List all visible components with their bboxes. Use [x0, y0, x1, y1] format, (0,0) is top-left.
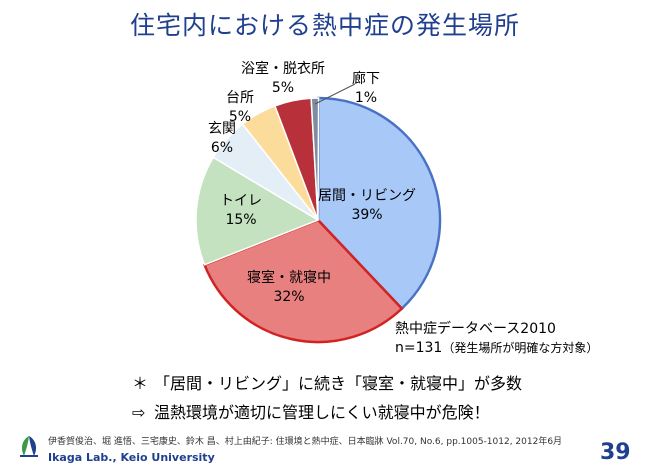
- note-n: n=131: [395, 340, 443, 356]
- slice-percent: 5%: [229, 109, 251, 125]
- slice-percent: 5%: [272, 80, 294, 96]
- pie-slice: [202, 218, 404, 344]
- lab-logo-icon: [20, 436, 38, 457]
- slice-percent: 39%: [351, 207, 382, 223]
- slice-percent: 6%: [211, 140, 233, 156]
- slice-label: 寝室・就寝中: [247, 269, 331, 286]
- note-sample-size: n=131（発生場所が明確な方対象）: [395, 339, 598, 358]
- data-note: 熱中症データベース2010 n=131（発生場所が明確な方対象）: [395, 320, 598, 358]
- slice-percent: 1%: [355, 90, 377, 106]
- slice-label: トイレ: [220, 193, 262, 209]
- pie-slice: [310, 97, 320, 221]
- bullet-2: ⇨ 温熱環境が適切に管理しにくい就寝中が危険！: [132, 399, 490, 423]
- bullet-2-text: 温熱環境が適切に管理しにくい就寝中が危険！: [154, 403, 490, 422]
- citation: 伊香賀俊治、堀 進悟、三宅康史、鈴木 昌、村上由紀子: 住環境と熱中症、日本臨牀…: [48, 437, 563, 447]
- pie-slice: [316, 96, 442, 311]
- asterisk-icon: ＊: [132, 374, 149, 393]
- arrow-right-icon: ⇨: [132, 403, 146, 422]
- slice-percent: 32%: [273, 289, 304, 305]
- slice-label: 廊下: [352, 70, 380, 87]
- slice-label: 玄関: [208, 120, 236, 137]
- bullet-1-text: 「居間・リビング」に続き「寝室・就寝中」が多数: [154, 374, 523, 393]
- bullet-1: ＊ 「居間・リビング」に続き「寝室・就寝中」が多数: [132, 370, 522, 394]
- slice-label: 浴室・脱衣所: [241, 60, 325, 77]
- note-database: 熱中症データベース2010: [395, 321, 556, 337]
- page-number: 39: [600, 440, 631, 465]
- slice-label: 台所: [226, 90, 254, 106]
- slide-title: 住宅内における熱中症の発生場所: [129, 11, 520, 40]
- leader-line: [314, 83, 356, 105]
- pie-slice: [195, 156, 320, 266]
- lab-name: Ikaga Lab., Keio University: [48, 451, 215, 464]
- slice-label: 居間・リビング: [318, 188, 416, 204]
- slice-percent: 15%: [225, 212, 256, 228]
- note-n-sub: （発生場所が明確な方対象）: [442, 341, 599, 355]
